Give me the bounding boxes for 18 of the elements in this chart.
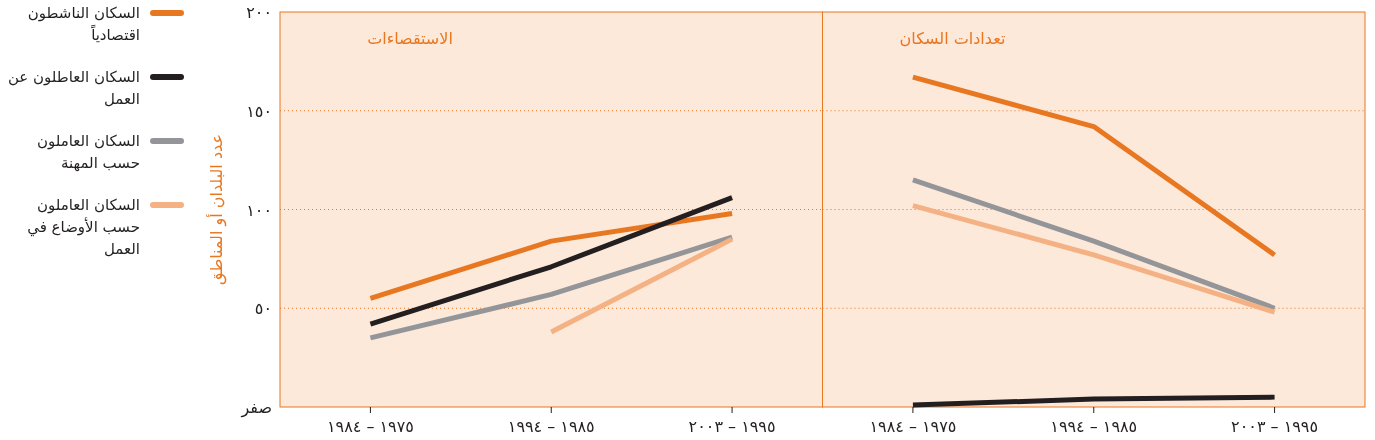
x-tick-label: ١٩٧٥ – ١٩٨٤ — [326, 417, 414, 436]
x-tick-label: ١٩٩٥ – ٢٠٠٣ — [1231, 417, 1319, 436]
legend-label: السكان الناشطون اقتصادياً — [26, 3, 140, 46]
text: تعدادات السكان — [899, 29, 1006, 48]
y-tick-label: ٢٠٠ — [246, 3, 272, 22]
x-tick-label: ١٩٨٥ – ١٩٩٤ — [1050, 417, 1138, 436]
legend-label: السكان العاملون حسب الأوضاع في العمل — [26, 195, 140, 260]
y-axis-title: عدد البلدان أو المناطق — [206, 134, 227, 285]
y-tick-label: ١٠٠ — [246, 200, 272, 220]
text: الاستقصاءات — [367, 29, 453, 48]
x-tick-label: ١٩٨٥ – ١٩٩٤ — [507, 417, 595, 436]
y-tick-label: ٥٠ — [254, 299, 272, 319]
y-tick-label: صفر — [240, 398, 272, 418]
legend-label: السكان العاطلون عن العمل — [6, 67, 140, 110]
legend-label: السكان العاملون حسب المهنة — [35, 131, 140, 174]
x-tick-label: ١٩٩٥ – ٢٠٠٣ — [688, 417, 776, 436]
y-tick-label: ١٥٠ — [246, 101, 272, 121]
x-tick-label: ١٩٧٥ – ١٩٨٤ — [869, 417, 957, 436]
